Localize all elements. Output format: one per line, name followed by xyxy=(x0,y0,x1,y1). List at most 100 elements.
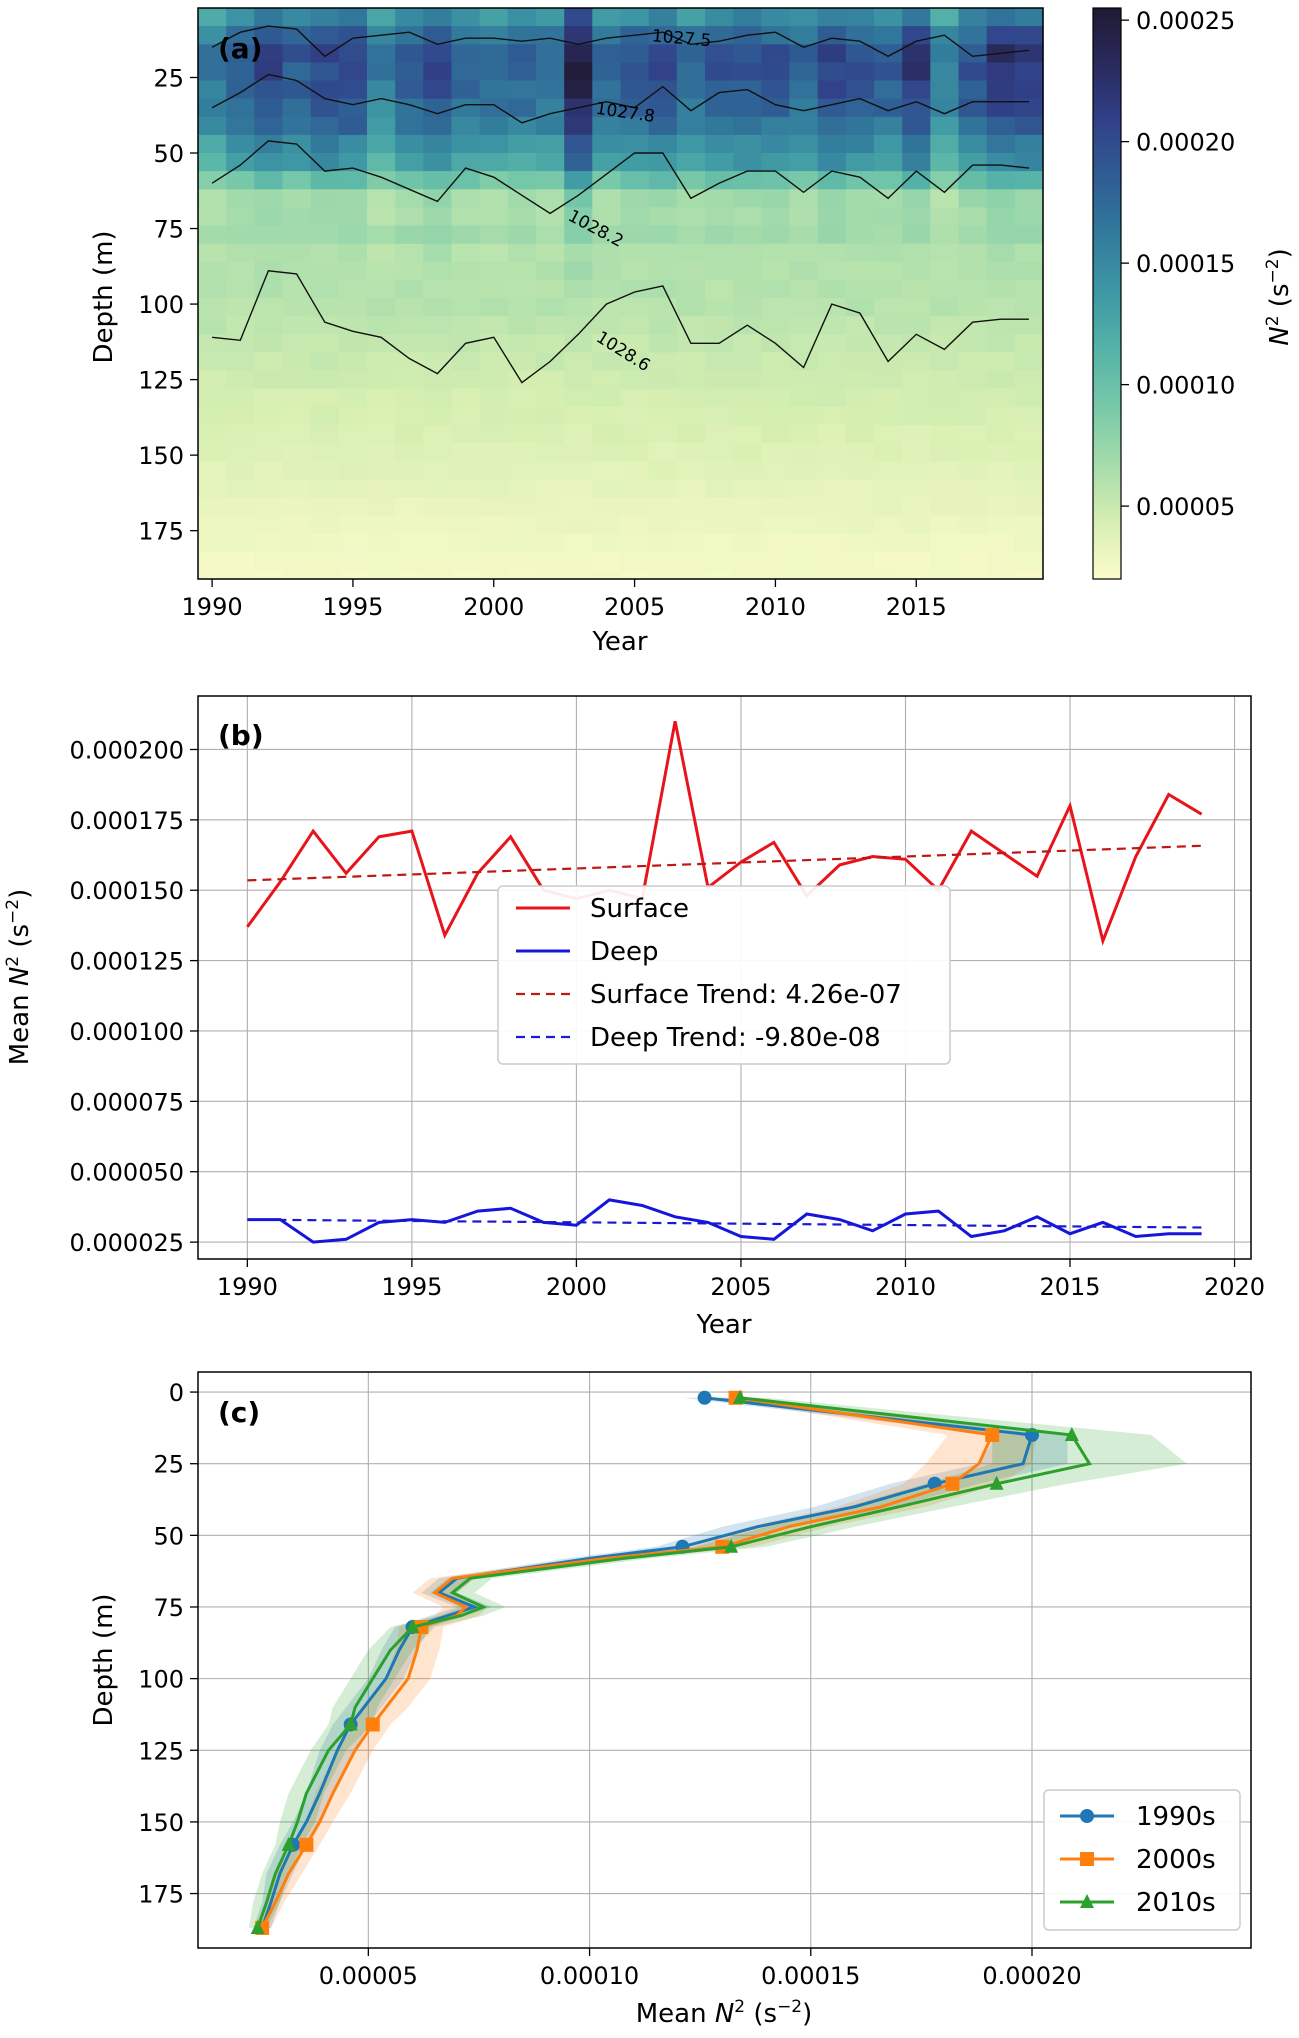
heatmap-cell xyxy=(423,116,453,136)
heatmap-cell xyxy=(338,26,368,45)
heatmap-cell xyxy=(592,497,622,517)
heatmap-cell xyxy=(592,80,622,100)
heatmap-cell xyxy=(733,388,762,408)
marker xyxy=(1080,1809,1094,1823)
heatmap-cell xyxy=(338,388,368,408)
heatmap-cell xyxy=(874,171,903,190)
colorbar-tick-label: 0.00015 xyxy=(1136,250,1235,278)
heatmap-cell xyxy=(507,569,537,580)
heatmap-cell xyxy=(958,44,988,63)
panel-label: (b) xyxy=(218,719,264,752)
heatmap-cell xyxy=(254,171,284,190)
heatmap-cell xyxy=(592,207,622,227)
heatmap-cell xyxy=(1014,80,1044,100)
heatmap-cell xyxy=(592,424,622,444)
heatmap-cell xyxy=(733,352,762,372)
heatmap-cell xyxy=(395,479,424,498)
heatmap-cell xyxy=(367,171,396,190)
heatmap-cell xyxy=(507,44,537,63)
y-axis-label: Depth (m) xyxy=(89,230,119,363)
heatmap-cell xyxy=(536,261,565,281)
heatmap-cell xyxy=(367,461,396,480)
heatmap-cell xyxy=(338,497,368,517)
heatmap-cell xyxy=(423,370,453,390)
heatmap-cell xyxy=(705,261,734,281)
heatmap-cell xyxy=(310,207,340,227)
contour-line xyxy=(212,270,1029,384)
heatmap-cell xyxy=(367,207,396,227)
heatmap-cell xyxy=(705,279,734,299)
heatmap-cell xyxy=(986,225,1016,245)
heatmap-cell xyxy=(705,533,734,553)
heatmap-cell xyxy=(986,62,1016,82)
heatmap-cell xyxy=(564,316,593,335)
heatmap-cell xyxy=(902,298,931,317)
heatmap-cell xyxy=(761,98,791,118)
heatmap-cell xyxy=(254,279,284,299)
heatmap-cell xyxy=(592,134,622,154)
heatmap-cell xyxy=(958,406,988,426)
heatmap-cell xyxy=(226,261,255,281)
heatmap-cell xyxy=(564,279,593,299)
heatmap-cell xyxy=(676,80,706,100)
heatmap-cell xyxy=(198,171,227,190)
heatmap-cell xyxy=(648,316,678,335)
heatmap-cell xyxy=(705,515,734,535)
heatmap-cell xyxy=(198,406,227,426)
heatmap-cell xyxy=(254,8,284,27)
heatmap-cell xyxy=(761,316,791,335)
y-tick-label: 0.000175 xyxy=(69,807,184,835)
heatmap-cell xyxy=(902,134,931,154)
heatmap-cell xyxy=(282,461,312,480)
heatmap-cell xyxy=(507,388,537,408)
heatmap-cell xyxy=(507,189,537,208)
heatmap-cell xyxy=(733,533,762,553)
heatmap-cell xyxy=(423,279,453,299)
x-tick-label: 1995 xyxy=(322,593,383,621)
colorbar-gradient xyxy=(1092,7,1122,580)
heatmap-cell xyxy=(395,424,424,444)
heatmap-cell xyxy=(874,243,903,263)
heatmap-cell xyxy=(592,171,622,190)
heatmap-cell xyxy=(1014,243,1044,263)
heatmap-cell xyxy=(761,189,791,208)
heatmap-cell xyxy=(1014,279,1044,299)
heatmap-cell xyxy=(789,298,819,317)
heatmap-cell xyxy=(282,207,312,227)
heatmap-cell xyxy=(1014,569,1044,580)
heatmap-cell xyxy=(226,134,255,154)
heatmap-cell xyxy=(198,207,227,227)
legend-box xyxy=(497,885,951,1065)
y-tick-label: 25 xyxy=(153,64,184,92)
heatmap-cell xyxy=(423,134,453,154)
heatmap-cell xyxy=(705,62,734,82)
heatmap-cell xyxy=(733,515,762,535)
heatmap-cell xyxy=(958,479,988,498)
heatmap-cell xyxy=(367,533,396,553)
heatmap-cell xyxy=(620,243,650,263)
heatmap-cell xyxy=(930,443,960,462)
heatmap-cell xyxy=(198,279,227,299)
heatmap-cell xyxy=(282,171,312,190)
heatmap-cell xyxy=(310,62,340,82)
heatmap-cell xyxy=(479,497,509,517)
heatmap-cell xyxy=(282,443,312,462)
heatmap-cell xyxy=(874,207,903,227)
heatmap-cell xyxy=(592,44,622,63)
y-tick-label: 0.000075 xyxy=(69,1088,184,1116)
heatmap-cell xyxy=(310,370,340,390)
heatmap-cell xyxy=(958,116,988,136)
heatmap-cell xyxy=(845,98,875,118)
heatmap-cell xyxy=(310,80,340,100)
heatmap-cell xyxy=(479,225,509,245)
heatmap-cell xyxy=(986,316,1016,335)
heatmap-cell xyxy=(761,243,791,263)
heatmap-cell xyxy=(198,116,227,136)
heatmap-cell xyxy=(395,62,424,82)
heatmap-cell xyxy=(395,225,424,245)
heatmap-cell xyxy=(310,153,340,172)
heatmap-cell xyxy=(592,479,622,498)
heatmap-cell xyxy=(1014,298,1044,317)
heatmap-cell xyxy=(226,207,255,227)
heatmap-cell xyxy=(789,80,819,100)
